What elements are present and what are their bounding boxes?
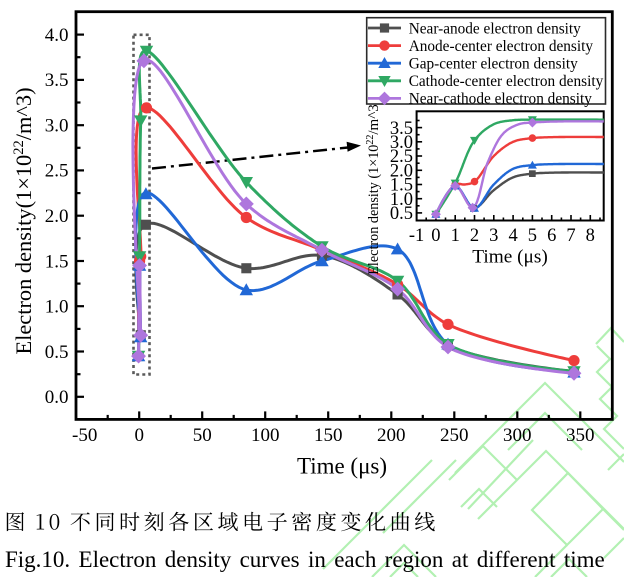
svg-text:0.0: 0.0 xyxy=(45,387,69,408)
svg-text:1.5: 1.5 xyxy=(45,251,69,272)
svg-text:3.5: 3.5 xyxy=(390,119,413,139)
svg-text:2.5: 2.5 xyxy=(390,147,413,167)
svg-text:1.0: 1.0 xyxy=(390,190,413,210)
svg-text:3: 3 xyxy=(489,226,498,246)
svg-text:300: 300 xyxy=(503,425,532,446)
svg-text:150: 150 xyxy=(314,425,343,446)
svg-text:Cathode-center electron densit: Cathode-center electron density xyxy=(409,73,604,90)
svg-text:Near-cathode electron density: Near-cathode electron density xyxy=(409,91,593,108)
svg-text:4: 4 xyxy=(508,226,517,246)
svg-text:1: 1 xyxy=(451,226,460,246)
svg-text:50: 50 xyxy=(193,425,212,446)
svg-text:Electron density(1×1022/m^3): Electron density(1×1022/m^3) xyxy=(11,87,36,354)
svg-text:4.0: 4.0 xyxy=(45,25,69,46)
svg-text:3.0: 3.0 xyxy=(45,116,69,137)
svg-text:5: 5 xyxy=(528,226,537,246)
svg-text:2.5: 2.5 xyxy=(45,161,69,182)
svg-text:8: 8 xyxy=(586,226,595,246)
svg-text:Time (μs): Time (μs) xyxy=(472,247,548,268)
svg-text:6: 6 xyxy=(547,226,556,246)
svg-text:2.0: 2.0 xyxy=(45,206,69,227)
svg-text:-1: -1 xyxy=(409,226,424,246)
svg-text:1.0: 1.0 xyxy=(45,297,69,318)
svg-text:Gap-center electron density: Gap-center electron density xyxy=(409,56,578,73)
svg-text:Near-anode electron density: Near-anode electron density xyxy=(409,20,581,37)
svg-text:Anode-center electron density: Anode-center electron density xyxy=(409,38,594,55)
svg-text:0: 0 xyxy=(134,425,144,446)
svg-text:200: 200 xyxy=(377,425,406,446)
svg-text:Time (μs): Time (μs) xyxy=(297,454,387,479)
svg-text:3.5: 3.5 xyxy=(45,70,69,91)
svg-text:0.5: 0.5 xyxy=(45,342,69,363)
svg-text:2.0: 2.0 xyxy=(390,162,413,182)
svg-text:Electron density (1×1022/m^3): Electron density (1×1022/m^3) xyxy=(365,99,382,275)
svg-text:250: 250 xyxy=(440,425,469,446)
svg-text:3.0: 3.0 xyxy=(390,133,413,153)
svg-text:1.5: 1.5 xyxy=(390,176,413,196)
svg-text:7: 7 xyxy=(566,226,575,246)
svg-text:0.5: 0.5 xyxy=(390,204,413,224)
svg-text:2: 2 xyxy=(470,226,479,246)
svg-text:350: 350 xyxy=(566,425,595,446)
svg-text:Fig.10. Electron density curve: Fig.10. Electron density curves in each … xyxy=(5,547,605,572)
svg-text:100: 100 xyxy=(251,425,280,446)
svg-text:0: 0 xyxy=(431,226,440,246)
svg-text:-50: -50 xyxy=(72,425,97,446)
